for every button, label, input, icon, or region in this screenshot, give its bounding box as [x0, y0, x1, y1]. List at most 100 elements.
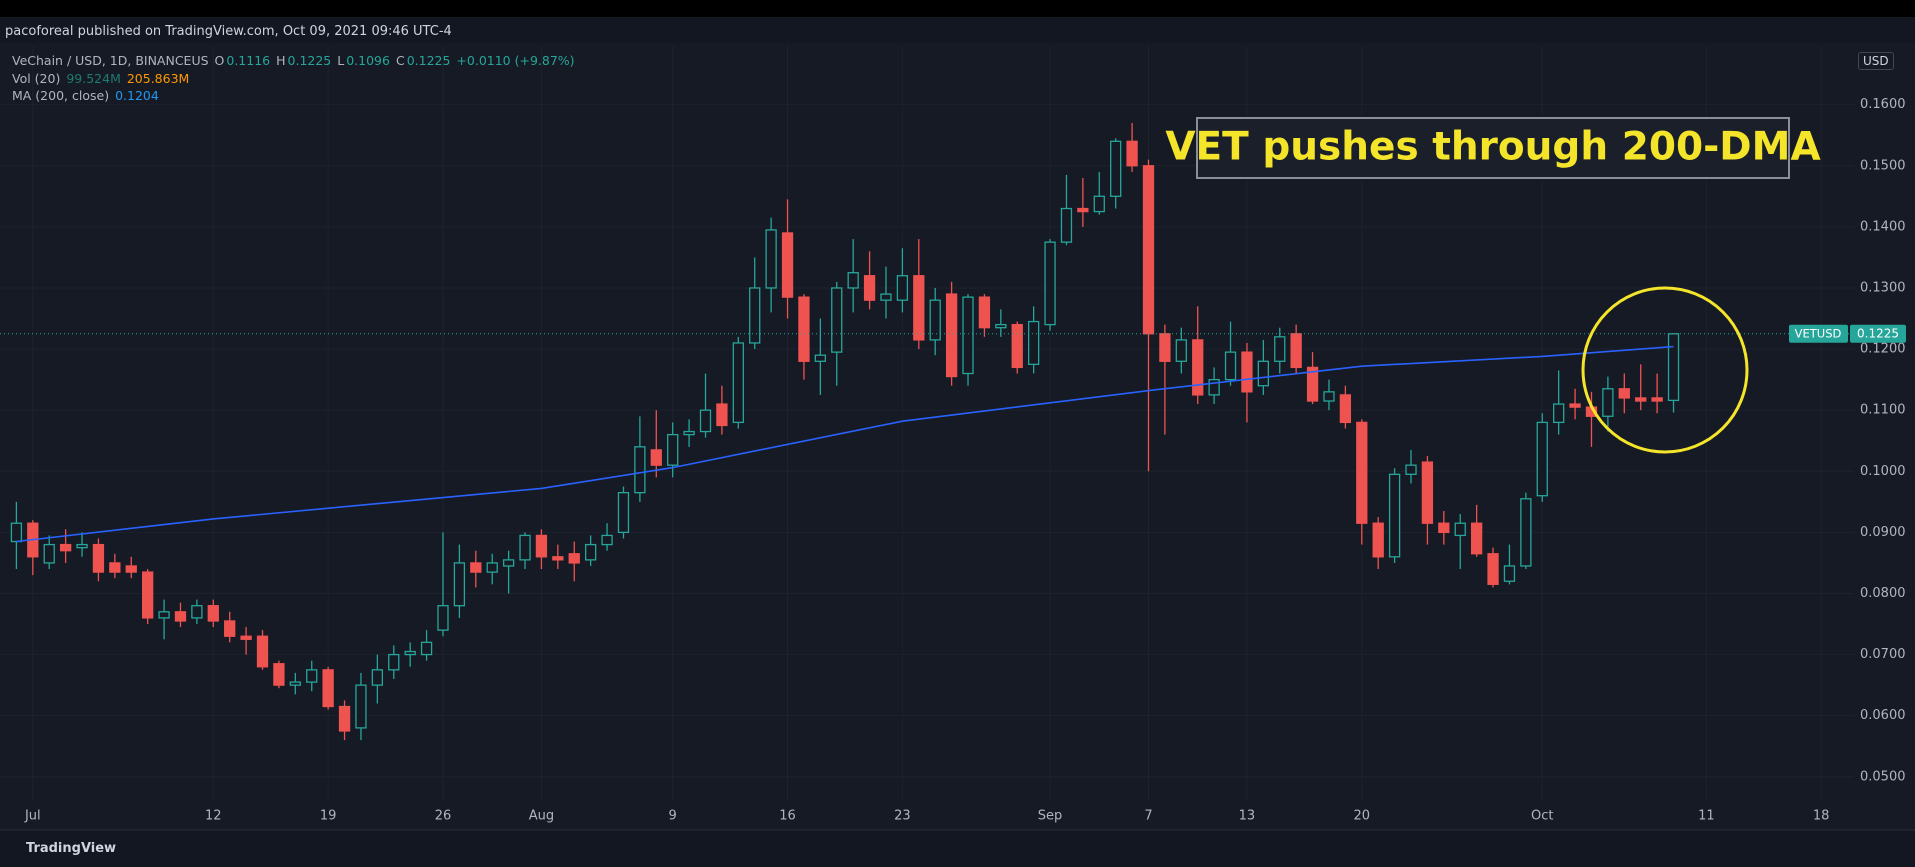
candle-body [1208, 378, 1220, 396]
candle-body [1651, 397, 1663, 402]
candle-body [535, 534, 548, 558]
candle-body [831, 287, 843, 353]
candle-body [1421, 461, 1434, 524]
x-tick-label: 19 [320, 809, 337, 824]
candle-body [978, 296, 991, 329]
candle-body [798, 296, 810, 362]
candle-body [585, 543, 597, 561]
x-tick-label: Aug [529, 809, 554, 824]
change: +0.0110 (+9.87%) [456, 53, 575, 68]
candle-body [174, 611, 187, 622]
ohlc-value: 0.1116 [226, 53, 271, 68]
candle-body [1438, 522, 1450, 534]
candle-body [142, 571, 154, 619]
candle-body [1306, 366, 1319, 402]
candle-body [1274, 336, 1286, 362]
candle-body [913, 275, 925, 341]
x-tick-label: Jul [24, 809, 41, 824]
x-tick-label: 18 [1813, 809, 1830, 824]
last-price-box [1850, 324, 1906, 343]
y-tick-label: 0.1000 [1860, 464, 1906, 479]
y-tick-label: 0.1200 [1860, 342, 1906, 357]
candle-body [1093, 195, 1105, 213]
x-tick-label: Oct [1531, 809, 1553, 824]
x-tick-label: 13 [1239, 809, 1256, 824]
ohlc-value: 0.1225 [406, 53, 451, 68]
candle-body [962, 296, 974, 375]
ohlc-key: O [214, 53, 225, 68]
candle-body [76, 543, 88, 549]
symbol-tag-box [1789, 324, 1848, 343]
candle-body [322, 669, 334, 708]
ma-line [16, 345, 1674, 543]
candle-body [1192, 339, 1204, 396]
currency: USD [1858, 52, 1894, 70]
x-tick-label: 16 [779, 809, 796, 824]
candle-body [1388, 473, 1401, 558]
top-strip [0, 0, 1915, 17]
candle-body [847, 272, 859, 289]
candle-body [109, 562, 121, 573]
ohlc-key: H [276, 53, 286, 68]
candle-body [1470, 522, 1483, 555]
y-tick-label: 0.0500 [1860, 769, 1906, 784]
candle-body [1142, 165, 1155, 335]
candle-body [1602, 388, 1614, 417]
ohlc-key: L [337, 53, 345, 68]
candle-body [667, 433, 679, 466]
x-tick-label: 20 [1354, 809, 1371, 824]
candle-body [158, 611, 170, 619]
ohlc-value: 0.1096 [346, 53, 390, 68]
candle-body [224, 620, 236, 637]
candle-body [1454, 522, 1466, 537]
y-tick-label: 0.0800 [1860, 586, 1906, 601]
published-note: pacoforeal published on TradingView.com,… [5, 24, 452, 39]
candle-body [1487, 553, 1499, 585]
candle-body [929, 299, 941, 341]
candle-body [1618, 388, 1630, 399]
candle-body [1290, 333, 1302, 369]
y-tick-label: 0.0700 [1860, 647, 1906, 662]
candle-body [1503, 565, 1516, 582]
footer-text: TradingView [26, 841, 117, 856]
x-tick-label: 9 [669, 809, 677, 824]
candle-body [1241, 351, 1253, 393]
candle-body [43, 543, 55, 564]
candle-body [699, 409, 712, 433]
annotation: VET pushes through 200-DMA [1165, 125, 1820, 170]
publish-bar [0, 17, 1915, 43]
volume-value: 99.524M [66, 70, 121, 86]
candle-body [863, 275, 876, 301]
volume-ma-value: 205.863M [126, 70, 190, 86]
candle-body [470, 562, 482, 573]
candle-body [289, 681, 301, 686]
candle-body [617, 492, 630, 534]
candle-body [240, 635, 252, 640]
candle-body [207, 605, 219, 622]
candle-body [1569, 403, 1581, 408]
candle-body [880, 293, 892, 301]
highlight-circle [1581, 286, 1749, 454]
candle-body [125, 565, 137, 573]
candle-body [355, 684, 367, 729]
candle-body [1159, 333, 1171, 362]
ma-value: 0.1204 [115, 88, 159, 103]
candle-body [388, 653, 400, 671]
y-tick-label: 0.1500 [1860, 158, 1906, 173]
candle-body [1356, 421, 1368, 524]
candle-body [650, 449, 662, 466]
candle-body [568, 553, 580, 564]
ohlc-value: 0.1225 [287, 53, 332, 68]
annotation-box [1196, 117, 1790, 179]
candle-body [683, 430, 695, 436]
candle-body [732, 342, 744, 424]
candle-body [601, 534, 613, 546]
candle-body [306, 669, 318, 683]
candle-body [519, 534, 531, 561]
candle-body [1257, 360, 1269, 387]
candle-body [1027, 320, 1040, 365]
y-tick-label: 0.1600 [1860, 97, 1906, 112]
volume-label: Vol (20) [12, 70, 61, 86]
